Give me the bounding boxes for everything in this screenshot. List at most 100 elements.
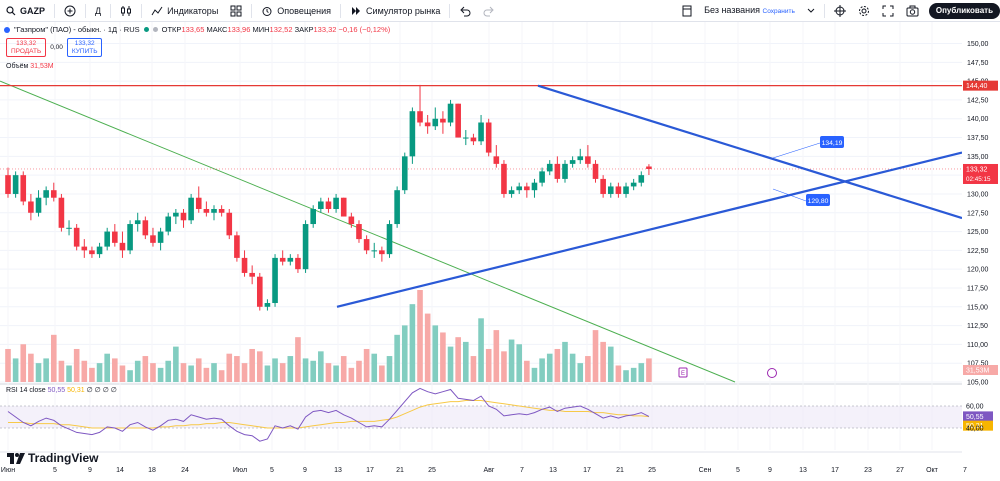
candle-body — [58, 197, 65, 228]
volume-bar — [249, 348, 255, 382]
volume-bar — [150, 363, 156, 382]
candle-body — [379, 250, 385, 255]
settings-button[interactable] — [852, 0, 876, 22]
sell-price: 133,32 — [16, 40, 37, 47]
last-price-tag: 133,32 — [966, 166, 988, 173]
candle-body — [394, 190, 400, 225]
snapshot-button[interactable] — [900, 0, 925, 22]
candle-body — [218, 209, 225, 213]
sell-button[interactable]: 133,32 ПРОДАТЬ — [6, 38, 47, 57]
tradingview-logo-icon — [7, 452, 25, 464]
volume-bar — [340, 356, 347, 382]
volume-bar — [394, 334, 400, 382]
alerts-button[interactable]: Оповещения — [255, 0, 337, 22]
time-tick-label: 13 — [549, 467, 557, 474]
candle-body — [531, 182, 538, 191]
symbol-title[interactable]: "Газпром" (ПАО) - обыкн. · 1Д · RUS — [14, 25, 140, 34]
replay-button[interactable]: Симулятор рынка — [344, 0, 446, 22]
candle-body — [470, 137, 477, 142]
candle-body — [188, 197, 194, 221]
time-tick-label: Окт — [926, 467, 939, 474]
price-tick-label: 137,50 — [967, 135, 989, 142]
open-label: ОТКР — [161, 25, 182, 34]
candle-body — [203, 209, 210, 213]
candle-body — [318, 201, 324, 209]
volume-bar — [417, 290, 423, 382]
candle-body — [615, 186, 622, 194]
symbol-search-button[interactable]: GAZP — [0, 0, 51, 22]
time-tick-label: 21 — [396, 467, 404, 474]
rsi-extra: ∅ ∅ ∅ ∅ — [86, 387, 117, 394]
fullscreen-icon — [882, 5, 894, 16]
price-axis[interactable]: 150,00147,50145,00142,50140,00137,50135,… — [962, 22, 1000, 481]
candles — [5, 84, 652, 311]
volume-bar — [218, 370, 225, 382]
compare-button[interactable] — [58, 0, 82, 22]
candle-body — [592, 163, 599, 179]
candle-body — [66, 227, 72, 229]
candle-body — [447, 103, 454, 123]
replay-icon — [352, 6, 361, 15]
layouts-button[interactable] — [224, 0, 248, 22]
candle-body — [119, 242, 126, 251]
volume-bar — [485, 348, 492, 382]
volume-bar — [386, 356, 393, 382]
undo-icon — [460, 6, 471, 16]
interval-button[interactable]: Д — [95, 5, 102, 16]
rsi-band — [0, 406, 962, 428]
candle-body — [554, 163, 561, 179]
price-callout-upper: 134,19 — [820, 136, 844, 148]
symbol-label: GAZP — [20, 5, 46, 16]
candle-body — [516, 186, 523, 191]
fullscreen-button[interactable] — [876, 0, 900, 22]
buy-button[interactable]: 133,32 КУПИТЬ — [66, 38, 103, 57]
volume-legend: Объём 31,53M — [6, 63, 54, 70]
symbol-legend: "Газпром" (ПАО) - обыкн. · 1Д · RUS ОТКР… — [4, 25, 390, 34]
candle-body — [249, 272, 255, 277]
volume-bar — [630, 367, 637, 382]
candle-body — [539, 171, 545, 183]
redo-button[interactable] — [477, 0, 501, 22]
gear-icon — [858, 5, 869, 16]
volume-bar — [5, 348, 11, 382]
search-icon — [6, 5, 16, 15]
candle-body — [43, 190, 49, 198]
spread-value: 0,00 — [50, 44, 63, 51]
undo-button[interactable] — [453, 0, 477, 22]
volume-bar — [432, 325, 439, 382]
price-tick-label: 107,50 — [967, 361, 989, 368]
price-tick-label: 127,50 — [967, 210, 989, 217]
volume-bar — [180, 363, 187, 382]
candle-body — [310, 209, 316, 225]
indicators-button[interactable]: Индикаторы — [145, 0, 224, 22]
candle-body — [211, 209, 217, 213]
time-axis[interactable]: Июн 5 9 14 18 24 Июл 5 9 13 17 21 25 Авг 7 13 17 21 25 Сен 5… — [1, 467, 967, 474]
drawings[interactable]: 134,19 129,80 E — [336, 84, 963, 378]
price-tick-label: 120,00 — [967, 267, 989, 274]
candle-body — [20, 175, 27, 202]
candle-body — [127, 224, 133, 251]
chevron-down-icon — [807, 8, 815, 13]
chart-style-button[interactable] — [114, 0, 138, 22]
volume-bar — [638, 363, 645, 382]
earnings-marker-text: E — [681, 371, 685, 377]
layout-menu-button[interactable]: Без названия Сохранить — [676, 0, 821, 22]
high-label: МАКС — [206, 25, 228, 34]
candle-body — [104, 231, 110, 247]
volume-bar — [287, 356, 294, 382]
candle-body — [142, 220, 149, 236]
publish-button[interactable]: Опубликовать — [928, 2, 1000, 19]
volume-axis-tag: 31,53M — [966, 368, 990, 375]
object-tree-button[interactable] — [828, 0, 852, 22]
candle-body — [35, 197, 42, 213]
price-callout-upper-text: 134,19 — [822, 140, 843, 147]
volume-bar — [585, 356, 591, 382]
volume-bar — [646, 358, 652, 382]
tradingview-logo[interactable]: TradingView — [7, 451, 98, 465]
low-label: МИН — [252, 25, 270, 34]
candle-body — [493, 156, 500, 164]
callout-leader-upper — [772, 142, 821, 159]
candle-body — [501, 163, 507, 194]
time-tick-label: 13 — [334, 467, 342, 474]
